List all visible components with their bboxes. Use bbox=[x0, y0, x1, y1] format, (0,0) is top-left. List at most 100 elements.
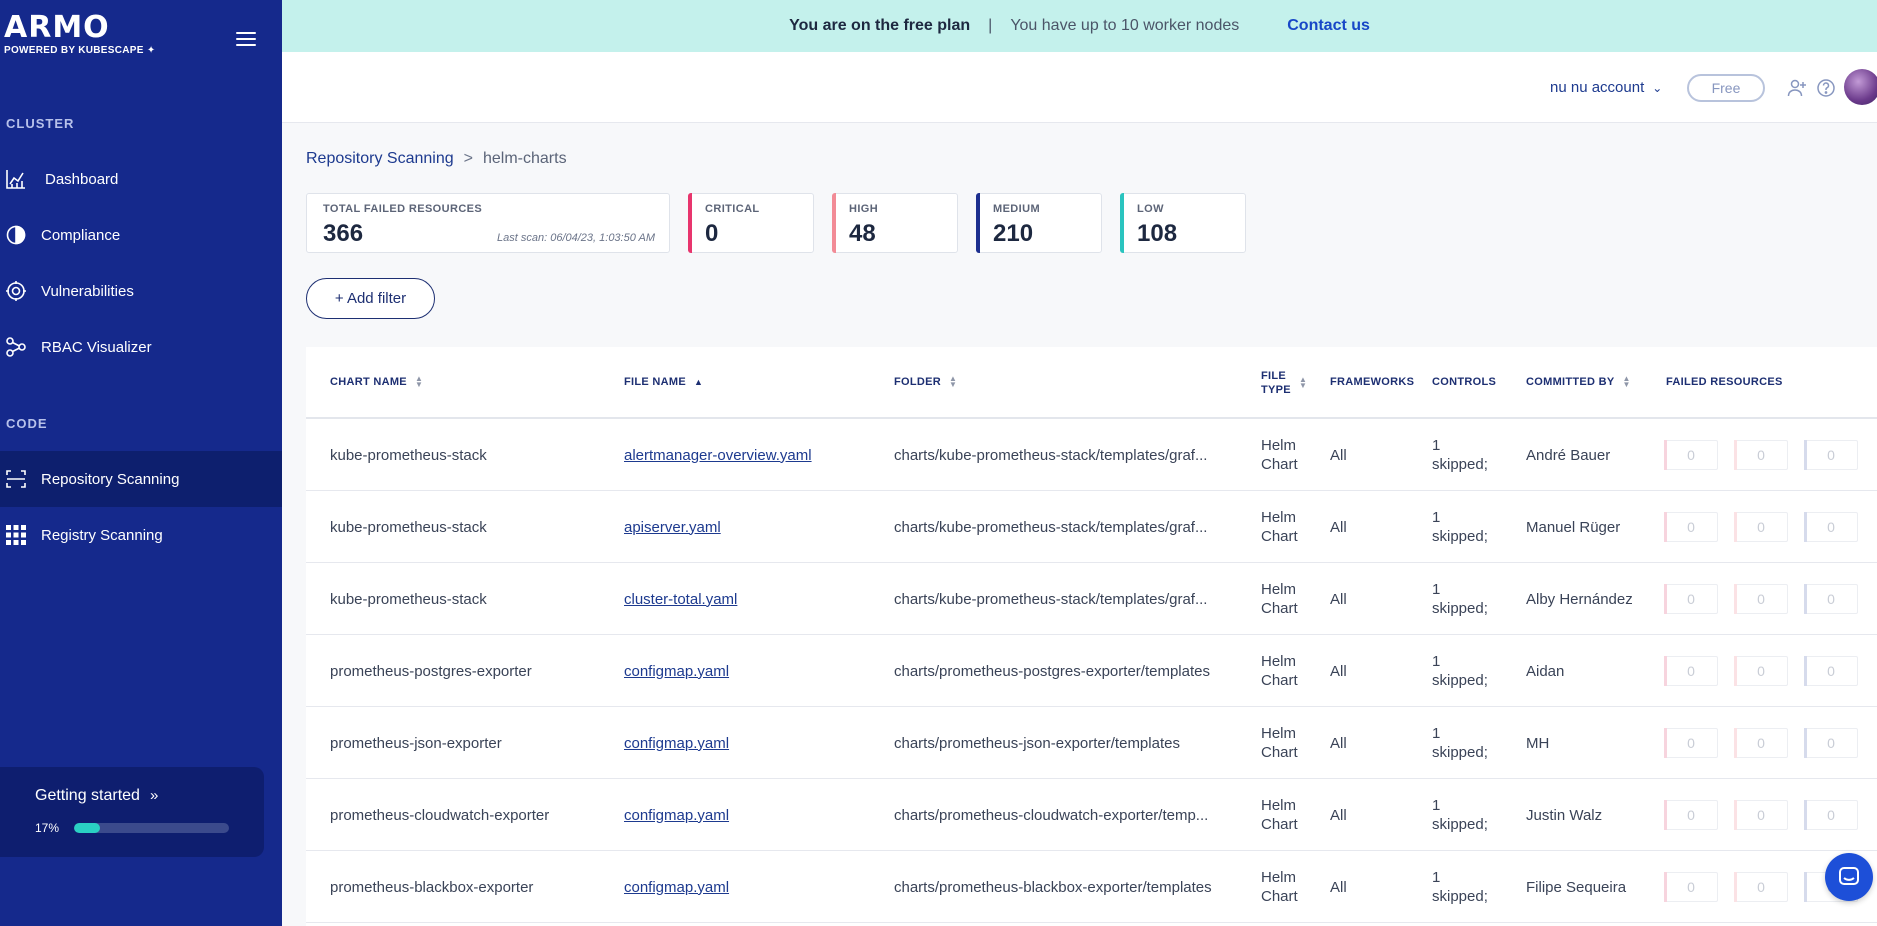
failed-critical-count: 0 bbox=[1664, 584, 1718, 614]
cell-file-name-link[interactable]: apiserver.yaml bbox=[624, 518, 721, 536]
cell-file-name-link[interactable]: configmap.yaml bbox=[624, 806, 730, 824]
table-row[interactable]: kube-prometheus-stack apiserver.yaml cha… bbox=[306, 491, 1877, 563]
contact-us-link[interactable]: Contact us bbox=[1287, 17, 1370, 34]
table-row[interactable]: prometheus-blackbox-exporter configmap.y… bbox=[306, 851, 1877, 923]
cell-frameworks: All bbox=[1330, 518, 1347, 536]
failed-critical-count: 0 bbox=[1664, 440, 1718, 470]
table-row[interactable]: prometheus-json-exporter configmap.yaml … bbox=[306, 707, 1877, 779]
cell-controls: 1 skipped; bbox=[1432, 635, 1488, 707]
cell-controls: 1 skipped; bbox=[1432, 419, 1488, 491]
column-header-file-type[interactable]: FILE TYPE ▲ ▼ bbox=[1261, 369, 1307, 397]
column-header-label: FAILED RESOURCES bbox=[1666, 376, 1783, 388]
sidebar-item-rbac-visualizer[interactable]: RBAC Visualizer bbox=[0, 319, 282, 375]
failed-medium-count: 0 bbox=[1804, 728, 1858, 758]
sidebar-item-label: Compliance bbox=[41, 226, 121, 244]
kubescape-icon: ✦ bbox=[146, 45, 156, 56]
controls-status: skipped; bbox=[1432, 744, 1488, 761]
controls-status: skipped; bbox=[1432, 456, 1488, 473]
count-value: 0 bbox=[1687, 447, 1695, 463]
rbac-icon bbox=[5, 336, 27, 358]
section-title-cluster: CLUSTER bbox=[6, 116, 75, 131]
sidebar-item-label: Vulnerabilities bbox=[41, 282, 134, 300]
failed-critical-count: 0 bbox=[1664, 800, 1718, 830]
count-value: 0 bbox=[1827, 447, 1835, 463]
controls-status: skipped; bbox=[1432, 888, 1488, 905]
sidebar-item-compliance[interactable]: Compliance bbox=[0, 207, 282, 263]
avatar[interactable] bbox=[1844, 69, 1877, 105]
cell-folder: charts/prometheus-blackbox-exporter/temp… bbox=[894, 878, 1212, 896]
sidebar-item-vulnerabilities[interactable]: Vulnerabilities bbox=[0, 263, 282, 319]
plan-button[interactable]: Free bbox=[1687, 74, 1765, 102]
add-user-icon[interactable] bbox=[1787, 78, 1807, 98]
getting-started-panel[interactable]: Getting started » 17% bbox=[0, 767, 264, 857]
breadcrumb-parent[interactable]: Repository Scanning bbox=[306, 150, 454, 167]
stat-card-high[interactable]: HIGH 48 bbox=[832, 193, 958, 253]
cell-folder: charts/kube-prometheus-stack/templates/g… bbox=[894, 590, 1208, 608]
controls-status: skipped; bbox=[1432, 816, 1488, 833]
count-value: 0 bbox=[1757, 447, 1765, 463]
column-header-label: CONTROLS bbox=[1432, 376, 1497, 388]
column-header-label: FILE TYPE bbox=[1261, 369, 1291, 397]
column-header-failed-resources: FAILED RESOURCES bbox=[1666, 376, 1783, 388]
stat-value: 210 bbox=[993, 220, 1034, 247]
column-header-label: FOLDER bbox=[894, 376, 942, 388]
count-value: 0 bbox=[1757, 663, 1765, 679]
file-type-2: Chart bbox=[1261, 672, 1298, 689]
failed-high-count: 0 bbox=[1734, 512, 1788, 542]
help-icon[interactable] bbox=[1816, 78, 1836, 98]
failed-critical-count: 0 bbox=[1664, 872, 1718, 902]
cell-file-type: Helm Chart bbox=[1261, 491, 1298, 563]
account-selector[interactable]: nu nu account ⌄ bbox=[1550, 79, 1662, 96]
table-row[interactable]: prometheus-postgres-exporter configmap.y… bbox=[306, 635, 1877, 707]
column-header-folder[interactable]: FOLDER ▲ ▼ bbox=[894, 375, 957, 389]
controls-count: 1 bbox=[1432, 797, 1441, 814]
table-row[interactable]: kube-prometheus-stack alertmanager-overv… bbox=[306, 419, 1877, 491]
table-row[interactable]: prometheus-cloudwatch-exporter configmap… bbox=[306, 779, 1877, 851]
column-header-committed-by[interactable]: COMMITTED BY ▲ ▼ bbox=[1526, 375, 1631, 389]
chat-icon bbox=[1839, 867, 1859, 885]
stat-card-critical[interactable]: CRITICAL 0 bbox=[688, 193, 814, 253]
sidebar: ARMO POWERED BY KUBESCAPE ✦ CLUSTER Dash… bbox=[0, 0, 282, 926]
sidebar-item-registry-scanning[interactable]: Registry Scanning bbox=[0, 507, 282, 563]
sidebar-item-repository-scanning[interactable]: Repository Scanning bbox=[0, 451, 282, 507]
cell-file-type: Helm Chart bbox=[1261, 707, 1298, 779]
add-filter-button[interactable]: + Add filter bbox=[306, 278, 435, 319]
column-header-label: FILE NAME bbox=[624, 376, 686, 388]
cell-file-name-link[interactable]: configmap.yaml bbox=[624, 662, 730, 680]
cell-folder: charts/kube-prometheus-stack/templates/g… bbox=[894, 518, 1208, 536]
count-value: 0 bbox=[1757, 879, 1765, 895]
sort-ascending-icon: ▲ bbox=[693, 377, 704, 387]
file-type-2: Chart bbox=[1261, 600, 1298, 617]
column-header-chart-name[interactable]: CHART NAME ▲ ▼ bbox=[330, 375, 423, 389]
count-value: 0 bbox=[1687, 519, 1695, 535]
menu-toggle-icon[interactable] bbox=[236, 32, 256, 48]
logo-subtitle: POWERED BY KUBESCAPE ✦ bbox=[4, 45, 156, 56]
count-value: 0 bbox=[1687, 591, 1695, 607]
last-scan-note: Last scan: 06/04/23, 1:03:50 AM bbox=[497, 232, 655, 244]
chat-support-button[interactable] bbox=[1825, 853, 1873, 901]
cell-file-name-link[interactable]: configmap.yaml bbox=[624, 734, 730, 752]
count-value: 0 bbox=[1827, 663, 1835, 679]
stat-card-medium[interactable]: MEDIUM 210 bbox=[976, 193, 1102, 253]
compliance-icon bbox=[5, 224, 27, 246]
severity-bar bbox=[832, 193, 836, 253]
file-type-1: Helm bbox=[1261, 581, 1297, 598]
cell-file-type: Helm Chart bbox=[1261, 563, 1298, 635]
cell-frameworks: All bbox=[1330, 878, 1347, 896]
stat-card-low[interactable]: LOW 108 bbox=[1120, 193, 1246, 253]
cell-file-type: Helm Chart bbox=[1261, 419, 1298, 491]
count-value: 0 bbox=[1757, 519, 1765, 535]
armo-logo[interactable]: ARMO POWERED BY KUBESCAPE ✦ bbox=[4, 12, 156, 57]
stat-label: CRITICAL bbox=[705, 203, 760, 215]
cell-file-name-link[interactable]: cluster-total.yaml bbox=[624, 590, 738, 608]
plan-banner-title: You are on the free plan bbox=[789, 17, 971, 34]
cell-file-name-link[interactable]: alertmanager-overview.yaml bbox=[624, 446, 812, 464]
cell-committed-by: Justin Walz bbox=[1526, 806, 1603, 824]
column-header-file-name[interactable]: FILE NAME ▲ bbox=[624, 376, 703, 388]
table-row[interactable]: kube-prometheus-stack cluster-total.yaml… bbox=[306, 563, 1877, 635]
logo-subtitle-text: POWERED BY KUBESCAPE bbox=[4, 45, 144, 56]
cell-file-name-link[interactable]: configmap.yaml bbox=[624, 878, 730, 896]
count-value: 0 bbox=[1827, 807, 1835, 823]
table-header: CHART NAME ▲ ▼ FILE NAME ▲ FOLDER ▲ ▼ FILE… bbox=[306, 347, 1877, 419]
sidebar-item-dashboard[interactable]: Dashboard bbox=[0, 151, 282, 207]
